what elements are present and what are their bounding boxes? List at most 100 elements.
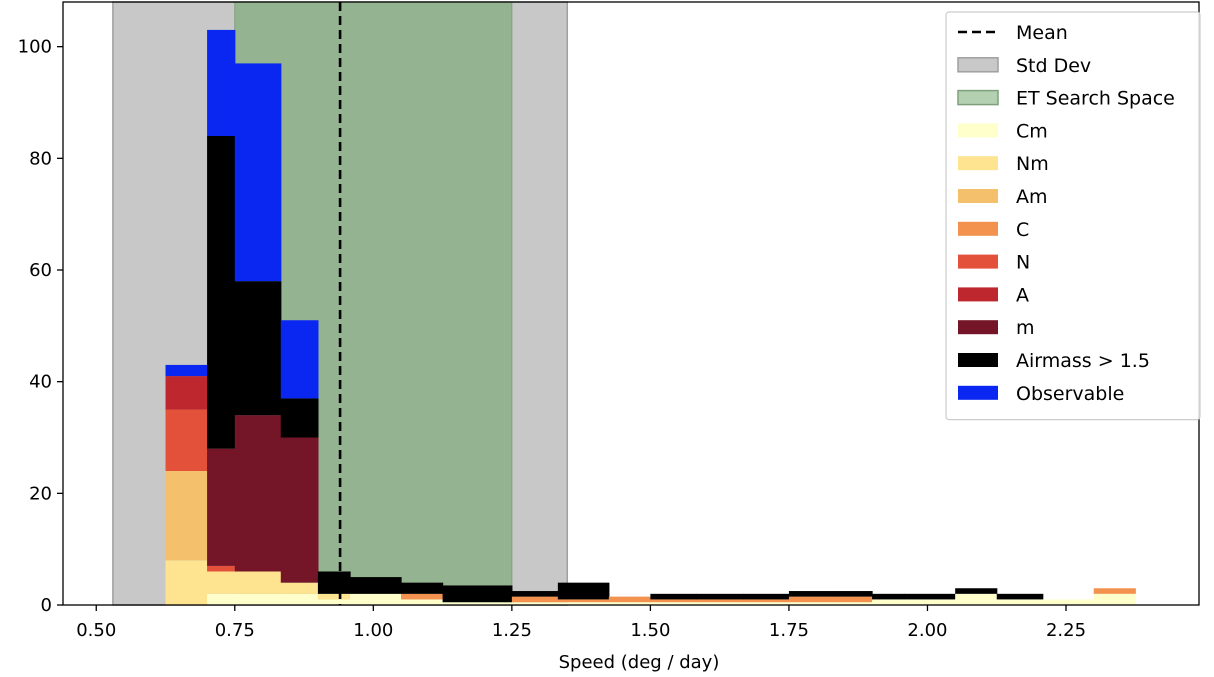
bar-nm-1 [207, 571, 236, 594]
bar-nm-4 [317, 593, 351, 600]
bar-cm-4 [317, 599, 351, 605]
bar-m-1 [207, 448, 236, 566]
x-tick-label: 1.50 [630, 620, 670, 641]
x-tick-label: 1.25 [492, 620, 532, 641]
legend-label-a: A [1016, 284, 1029, 306]
bar-airmass-1-5-19 [996, 593, 1044, 600]
bar-cm-6 [401, 599, 444, 605]
legend-box [945, 11, 1201, 421]
bar-observable-3 [280, 320, 319, 399]
axes-group: 0.50 0.75 1.00 1.25 1.50 1.75 2.00 2.25 0 20 40 60 8… [18, 1, 1200, 641]
bar-airmass-1-5-16 [872, 593, 905, 600]
bar-airmass-1-5-11 [650, 593, 697, 600]
bar-nm-2 [234, 571, 282, 594]
bar-airmass-1-5-5 [350, 577, 402, 594]
bar-n-0 [165, 409, 208, 471]
bar-observable-2 [234, 63, 282, 282]
x-tick-label: 0.50 [76, 620, 116, 641]
legend-swatch-m [958, 320, 998, 335]
bar-cm-18 [955, 593, 998, 605]
bar-cm-13 [742, 602, 790, 605]
legend-label-mean: Mean [1016, 22, 1068, 44]
bar-observable-0 [165, 364, 208, 377]
bar-c-9 [557, 599, 610, 603]
bar-c-11 [650, 599, 697, 603]
bar-cm-15 [834, 602, 873, 605]
bar-c-14 [788, 596, 836, 603]
bar-c-12 [696, 599, 744, 603]
bar-m-2 [234, 415, 282, 572]
histogram-bars [165, 29, 1136, 605]
bar-airmass-1-5-13 [742, 593, 790, 600]
bar-cm-16 [872, 599, 905, 605]
bar-airmass-1-5-14 [788, 591, 836, 597]
bar-airmass-1-5-17 [904, 593, 956, 600]
bar-cm-12 [696, 602, 744, 605]
bar-c-13 [742, 599, 790, 603]
x-tick-label: 1.75 [769, 620, 809, 641]
bar-c-8 [511, 596, 559, 603]
legend-label-c: C [1016, 219, 1029, 241]
bar-cm-14 [788, 602, 836, 605]
legend-swatch-et-search-space [957, 89, 999, 106]
x-tick-label: 2.25 [1046, 620, 1086, 641]
legend-label-cm: Cm [1016, 120, 1048, 142]
x-tick-label: 0.75 [215, 620, 255, 641]
legend-swatch-cm [958, 123, 998, 138]
bar-cm-21 [1093, 593, 1136, 605]
x-axis-label: Speed (deg / day) [559, 652, 720, 673]
legend-label-n: N [1016, 252, 1030, 274]
legend-swatch-observable [958, 385, 998, 400]
bar-airmass-1-5-6 [401, 582, 444, 594]
bar-cm-10 [608, 602, 651, 605]
legend-swatch-c [958, 221, 998, 236]
bar-c-10 [608, 596, 651, 603]
bar-airmass-1-5-4 [317, 571, 351, 594]
legend-swatch-a [958, 287, 998, 302]
bar-cm-9 [557, 602, 610, 605]
y-tick-label: 60 [29, 260, 52, 281]
y-tick-label: 80 [29, 148, 52, 169]
bar-airmass-1-5-1 [207, 136, 236, 449]
bar-airmass-1-5-3 [280, 398, 319, 438]
x-tick-label: 1.00 [353, 620, 393, 641]
legend-swatch-nm [958, 156, 998, 171]
bar-airmass-1-5-8 [511, 591, 559, 597]
bar-cm-17 [904, 599, 956, 605]
bar-c-21 [1093, 588, 1136, 594]
legend-swatch-n [958, 254, 998, 269]
legend-swatch-am [958, 189, 998, 203]
bar-cm-1 [207, 593, 236, 605]
bar-airmass-1-5-9 [557, 582, 610, 600]
legend-swatch-std-dev [957, 57, 999, 73]
bar-cm-3 [280, 593, 319, 605]
bar-nm-3 [280, 582, 319, 594]
bar-airmass-1-5-18 [955, 588, 998, 594]
bar-airmass-1-5-2 [234, 281, 282, 416]
bar-nm-0 [165, 560, 208, 605]
x-tick-label: 2.00 [907, 620, 947, 641]
legend-swatch-airmass-1-5 [958, 353, 998, 367]
bar-a-0 [165, 376, 208, 410]
legend-label-nm: Nm [1016, 153, 1049, 175]
bar-cm-8 [511, 602, 559, 605]
legend-label-am: Am [1016, 186, 1048, 208]
bar-m-3 [280, 437, 319, 583]
legend-label-observable: Observable [1016, 383, 1124, 405]
bar-cm-20 [1042, 599, 1095, 605]
y-tick-label: 40 [29, 372, 52, 393]
bar-cm-19 [996, 599, 1044, 605]
legend-label-m: m [1016, 317, 1035, 339]
bar-airmass-1-5-12 [696, 593, 744, 600]
bar-cm-2 [234, 593, 282, 605]
bar-am-0 [165, 471, 208, 561]
legend-label-std-dev: Std Dev [1016, 55, 1091, 77]
bar-airmass-1-5-7 [442, 585, 513, 603]
bar-c-15 [834, 596, 873, 603]
bar-c-6 [401, 593, 444, 600]
legend-label-et-search-space: ET Search Space [1016, 88, 1175, 110]
bar-n-1 [207, 565, 236, 572]
bar-cm-7 [442, 602, 513, 605]
